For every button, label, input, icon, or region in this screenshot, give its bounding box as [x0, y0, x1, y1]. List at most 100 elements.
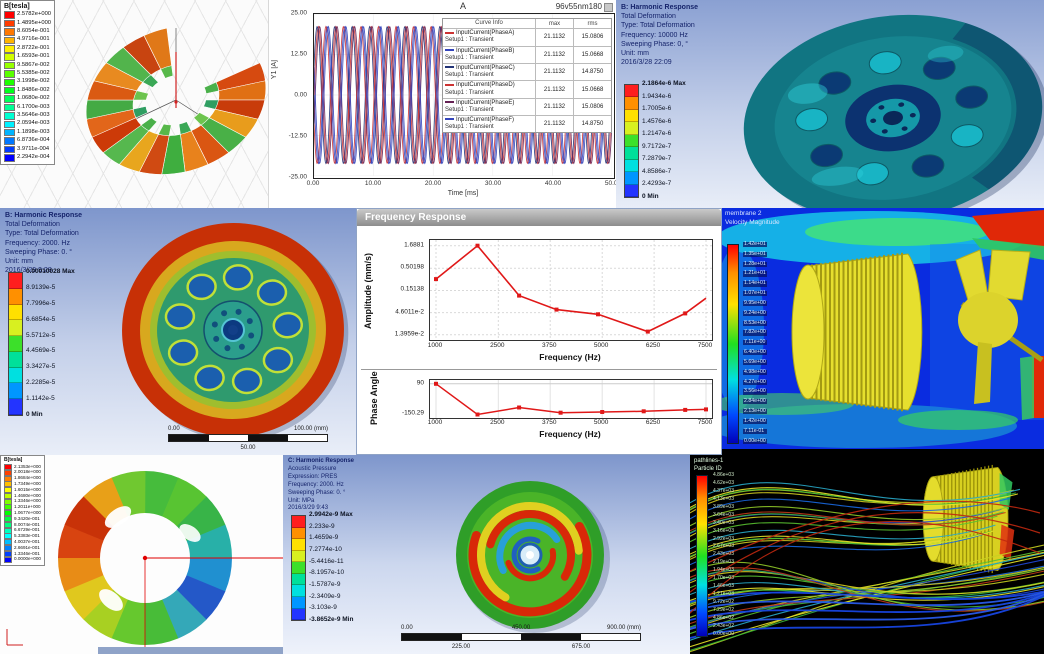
colorbar-row: 1.7349e+000 [4, 481, 41, 488]
colorbar-label: 1.0677e+000 [14, 509, 41, 515]
curve-name: InputCurrent(PhaseB) [456, 47, 515, 54]
curve-name-cell: InputCurrent(PhaseA) Setup1 : Transient [443, 29, 535, 45]
colorbar-row: 1.6015e+000 [4, 487, 41, 494]
colorbar-row: 3.5646e-003 [4, 112, 51, 120]
curve-setup: Setup1 : Transient [445, 124, 494, 131]
colorbar-label: -2.3409e-9 [309, 592, 341, 600]
curve-rms: 15.0668 [573, 46, 611, 63]
colorbar-label: -8.1957e-10 [309, 569, 345, 577]
propeller [955, 249, 1044, 404]
colorbar-row: 2.5782e+000 [4, 11, 51, 19]
result-header: B: Harmonic Response Total Deformation T… [621, 3, 698, 68]
pathlines-title-line: pathlines-1 [694, 458, 724, 464]
colorbar-label: 6.1700e-003 [17, 103, 50, 110]
colorbar-swatch [4, 19, 15, 28]
curve-max: 21.1132 [535, 81, 573, 98]
ruler-label: 0.00 [168, 426, 180, 432]
colorbar-label: 2.233e-9 [309, 522, 335, 530]
colorbar-label: 0.0000e+000 [14, 556, 41, 562]
torus-field-viewport[interactable] [0, 0, 268, 208]
deformation-viewport[interactable] [616, 0, 1044, 210]
colorbar-label: 1.8684e+000 [14, 475, 41, 481]
colorbar-label: 2.43e+02 [713, 622, 734, 629]
amplitude-plot[interactable] [429, 239, 713, 341]
curve-setup: Setup1 : Transient [445, 37, 494, 44]
colorbar-swatch [4, 112, 15, 120]
colorbar-label: 1.0680e-002 [17, 95, 50, 102]
cfd-viewport[interactable] [722, 208, 1044, 455]
legend-row: InputCurrent(PhaseE) Setup1 : Transient 21… [443, 97, 611, 116]
colorbar-row: 1.4680e+000 [4, 492, 41, 499]
colorbar-label: 3.5646e-003 [17, 111, 50, 118]
pin-icon[interactable] [604, 3, 613, 12]
colorbar-swatch [4, 527, 12, 534]
tick-label: 7500 [697, 342, 713, 349]
colorbar-label: 2.2285e-5 [26, 379, 56, 387]
bottom-bar [98, 647, 283, 654]
colorbar-label: 1.4895e+000 [17, 19, 52, 26]
colorbar-swatch [4, 539, 12, 546]
ruler-bar [168, 434, 328, 442]
colorbar-swatch [4, 498, 12, 505]
tick-label: 3750 [541, 419, 557, 426]
colorbar-label: 9.24e+00 [743, 309, 767, 316]
deformation-viewport[interactable] [0, 208, 356, 455]
colorbar-swatch [4, 516, 12, 523]
curve-name-cell: InputCurrent(PhaseC) Setup1 : Transient [443, 64, 535, 80]
colorbar-label: 6.6729e-001 [14, 527, 40, 533]
panel-maxwell-ring: B[tesla] 2.1353e+000 2.0018e+000 1.8684e+0… [0, 455, 283, 654]
curve-rms: 15.0806 [573, 29, 611, 46]
colorbar-label: 0.00010028 Max [26, 268, 75, 275]
phase-x-ticks: 1000 2500 3750 5000 6250 7500 [428, 419, 712, 427]
colorbar-label: 7.11e-01 [743, 428, 767, 434]
panel-harmonic-wheel-left: B: Harmonic Response Total Deformation T… [0, 208, 356, 455]
window-title[interactable]: 96v55nm180 [555, 2, 602, 11]
colorbar-strip [291, 515, 306, 621]
colorbar-label: 2.5782e+000 [17, 11, 52, 18]
colorbar-label: -1.5787e-9 [309, 580, 341, 588]
colorbar-row: 0.0000e+000 [4, 556, 41, 563]
panel-maxwell-torus: B[tesla] 2.5782e+000 1.4895e+000 8.6054e-0… [0, 0, 268, 208]
colorbar-label: 1.21e+01 [743, 270, 767, 277]
field-viewport[interactable] [0, 455, 283, 654]
ruler-label: 0.00 [401, 625, 413, 631]
colorbar-label: 0 Min [26, 410, 43, 418]
colorbar-label: 0.00e+00 [743, 437, 767, 444]
colorbar-row: 3.9711e-004 [4, 145, 51, 154]
header-line: Acoustic Pressure [288, 465, 337, 472]
colorbar-label: 7.2879e-7 [642, 155, 672, 163]
ruler-label: 100.00 (mm) [293, 426, 328, 432]
colorbar-label: 9.95e+00 [743, 299, 767, 307]
colorbar-swatch [4, 128, 15, 137]
colorbar-row: 2.0594e-003 [4, 120, 51, 129]
curve-max: 21.1132 [535, 29, 573, 46]
curve-name: InputCurrent(PhaseA) [456, 30, 515, 37]
tick-label: 25.00 [290, 9, 307, 17]
colorbar-label: 9.72e+02 [713, 599, 734, 605]
colorbar-swatch [4, 154, 15, 162]
legend-header-cell: max [535, 19, 573, 29]
colorbar-strip [8, 272, 23, 416]
pathlines-viewport[interactable] [690, 455, 1044, 654]
colorbar-label: 4.13e+03 [713, 495, 734, 502]
legend-row: InputCurrent(PhaseB) Setup1 : Transient 21… [443, 45, 611, 63]
tick-label: 2500 [490, 342, 505, 349]
colorbar-label: -3.103e-9 [309, 604, 337, 612]
colorbar-label: 3.89e+03 [713, 503, 734, 510]
window-titlebar[interactable]: Frequency Response [357, 209, 721, 226]
legend-row: InputCurrent(PhaseD) Setup1 : Transient 21… [443, 80, 611, 98]
colorbar-label: 1.2147e-6 [642, 130, 672, 138]
header-line: B: Harmonic Response [5, 212, 83, 219]
colorbar-strip [624, 84, 639, 198]
colorbar-label: 2.9942e-9 Max [309, 511, 353, 518]
header-line: Frequency: 10000 Hz [621, 31, 688, 39]
header-line: Sweeping Phase: 0, ° [621, 40, 689, 48]
colorbar-label: 1.21e+03 [713, 591, 734, 598]
field-colorbar: B[tesla] 2.5782e+000 1.4895e+000 8.6054e-0… [0, 0, 56, 166]
phase-plot[interactable] [429, 379, 713, 419]
tick-label: 6250 [645, 419, 661, 426]
curve-color-dash [445, 101, 454, 104]
colorbar-label: 8.9139e-5 [26, 283, 56, 291]
acoustic-viewport[interactable] [283, 455, 690, 654]
colorbar-label: 1.1142e-5 [26, 395, 55, 402]
